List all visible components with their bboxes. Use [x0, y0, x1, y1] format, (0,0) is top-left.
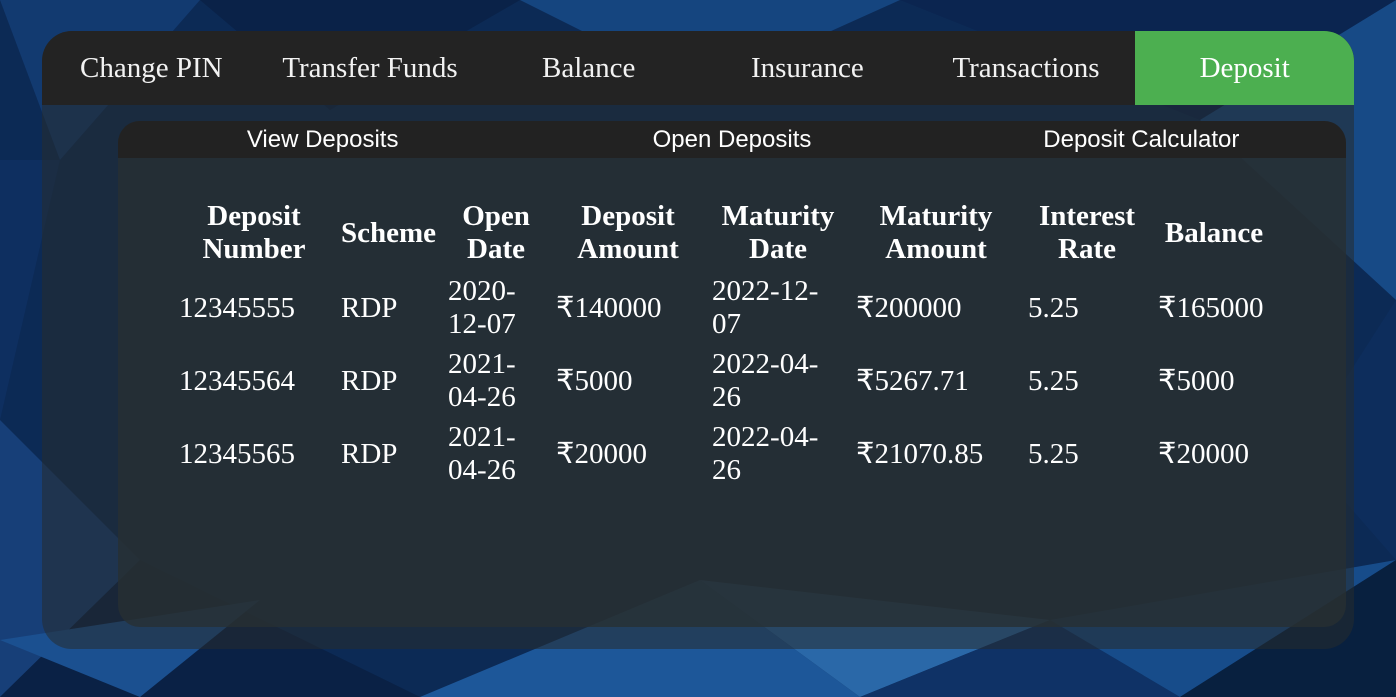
cell-balance: ₹165000 [1158, 291, 1264, 324]
header-maturity-amount: Maturity Amount [879, 200, 993, 265]
table-row: 12345564 RDP 2021-04-26 ₹5000 2022-04-26… [173, 347, 1276, 420]
cell-deposit-amount: ₹20000 [556, 437, 647, 470]
cell-open-date: 2021-04-26 [442, 420, 550, 493]
cell-interest-rate: 5.25 [1028, 291, 1079, 324]
table-row: 12345555 RDP 2020-12-07 ₹140000 2022-12-… [173, 274, 1276, 347]
maturity-date-text: 2022-12-07 [712, 275, 819, 340]
cell-maturity-date: 2022-04-26 [706, 347, 850, 420]
cell-balance: ₹5000 [1158, 364, 1235, 397]
open-date-text: 2020-12-07 [448, 275, 516, 340]
tab-change-pin[interactable]: Change PIN [80, 51, 223, 84]
subtab-open-deposits[interactable]: Open Deposits [652, 125, 812, 153]
cell-interest-rate: 5.25 [1028, 437, 1079, 470]
subtab-deposit-calculator[interactable]: Deposit Calculator [1043, 125, 1240, 153]
cell-scheme: RDP [341, 437, 398, 470]
cell-deposit-number: 12345555 [179, 291, 295, 324]
tab-transfer-funds[interactable]: Transfer Funds [282, 51, 458, 84]
deposit-subtabs: View Deposits Open Deposits Deposit Calc… [118, 121, 1346, 158]
cell-maturity-amount: ₹5267.71 [856, 364, 969, 397]
main-nav-tabs: Change PIN Transfer Funds Balance Insura… [42, 31, 1354, 105]
header-open-date: Open Date [462, 200, 530, 265]
open-date-text: 2021-04-26 [448, 421, 516, 486]
maturity-date-text: 2022-04-26 [712, 421, 819, 486]
deposits-table: Deposit Number Scheme Open Date Deposit … [173, 196, 1276, 493]
cell-interest-rate: 5.25 [1028, 364, 1079, 397]
cell-balance: ₹20000 [1158, 437, 1249, 470]
cell-open-date: 2020-12-07 [442, 274, 550, 347]
cell-deposit-number: 12345565 [179, 437, 295, 470]
deposit-panel: View Deposits Open Deposits Deposit Calc… [118, 121, 1346, 627]
cell-deposit-amount: ₹140000 [556, 291, 662, 324]
cell-deposit-number: 12345564 [179, 364, 295, 397]
cell-scheme: RDP [341, 291, 398, 324]
table-header-row: Deposit Number Scheme Open Date Deposit … [173, 196, 1276, 274]
table-row: 12345565 RDP 2021-04-26 ₹20000 2022-04-2… [173, 420, 1276, 493]
header-deposit-amount: Deposit Amount [577, 200, 679, 265]
tab-balance[interactable]: Balance [541, 51, 636, 84]
cell-open-date: 2021-04-26 [442, 347, 550, 420]
open-date-text: 2021-04-26 [448, 348, 516, 413]
header-balance: Balance [1164, 216, 1264, 249]
maturity-date-text: 2022-04-26 [712, 348, 819, 413]
cell-maturity-date: 2022-04-26 [706, 420, 850, 493]
tab-deposit[interactable]: Deposit [1135, 31, 1354, 105]
header-scheme: Scheme [341, 216, 437, 249]
cell-scheme: RDP [341, 364, 398, 397]
header-maturity-date: Maturity Date [721, 200, 835, 265]
cell-deposit-amount: ₹5000 [556, 364, 633, 397]
subtab-view-deposits[interactable]: View Deposits [246, 125, 399, 153]
tab-transactions[interactable]: Transactions [952, 51, 1100, 84]
cell-maturity-amount: ₹21070.85 [856, 437, 984, 470]
tab-insurance[interactable]: Insurance [750, 51, 864, 84]
header-interest-rate: Interest Rate [1038, 200, 1136, 265]
header-deposit-number: Deposit Number [202, 200, 306, 265]
main-panel: Change PIN Transfer Funds Balance Insura… [42, 31, 1354, 649]
cell-maturity-date: 2022-12-07 [706, 274, 850, 347]
cell-maturity-amount: ₹200000 [856, 291, 962, 324]
